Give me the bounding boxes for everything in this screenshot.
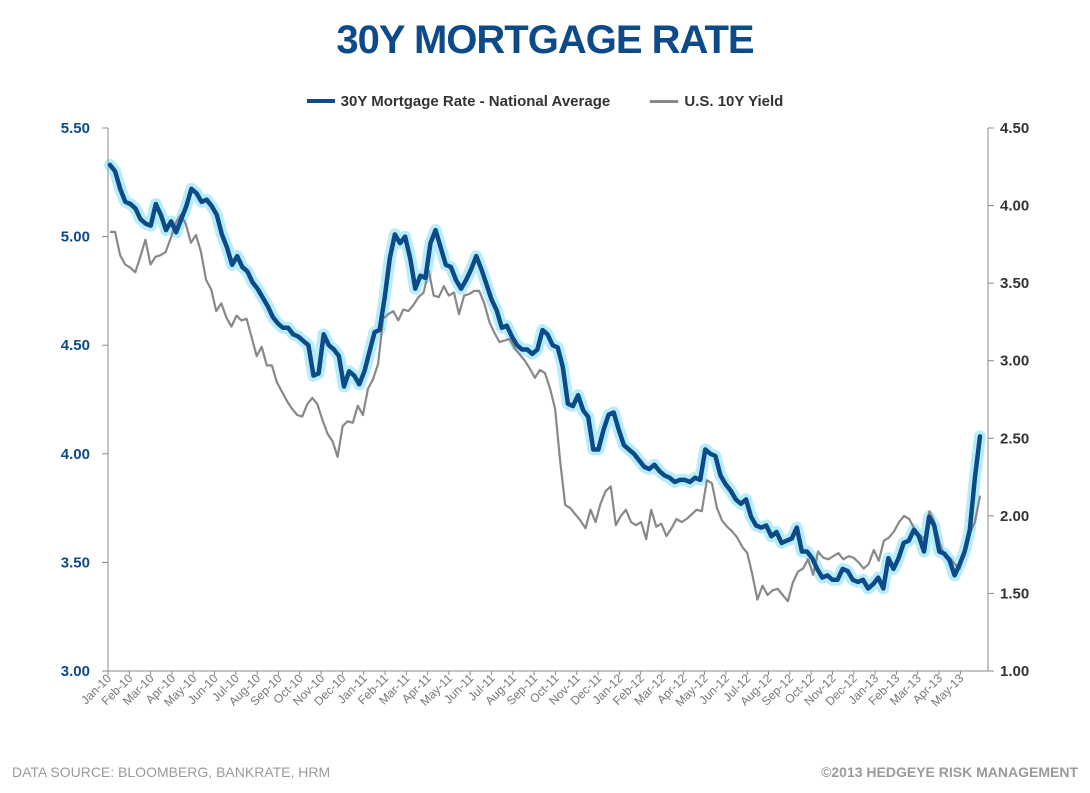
right-tick-label: 2.00 (1000, 508, 1029, 525)
left-tick-label: 5.00 (61, 229, 90, 246)
series-mortgage-glow (104, 158, 986, 595)
left-tick-label: 5.50 (61, 120, 90, 137)
legend-label-mortgage: 30Y Mortgage Rate - National Average (340, 92, 611, 110)
right-tick-label: 4.00 (1000, 198, 1029, 215)
data-source-note: DATA SOURCE: BLOOMBERG, BANKRATE, HRM (12, 764, 331, 780)
legend-swatch-yield (650, 100, 679, 103)
series-layer (104, 158, 986, 603)
legend: 30Y Mortgage Rate - National Average U.S… (0, 90, 1090, 110)
left-tick-label: 3.50 (61, 554, 90, 571)
right-tick-label: 1.00 (1000, 663, 1029, 680)
right-tick-label: 4.50 (1000, 120, 1029, 137)
left-tick-label: 4.00 (61, 446, 90, 463)
right-tick-label: 2.50 (1000, 430, 1029, 447)
axes-group (107, 128, 989, 672)
series-10y-yield-line (110, 213, 982, 603)
legend-item-mortgage: 30Y Mortgage Rate - National Average (306, 92, 611, 110)
series-mortgage-rate-line (107, 162, 983, 591)
left-tick-label: 4.50 (61, 337, 90, 354)
right-tick-label: 1.50 (1000, 585, 1029, 602)
legend-item-yield: U.S. 10Y Yield (650, 93, 783, 110)
copyright-note: ©2013 HEDGEYE RISK MANAGEMENT (821, 764, 1078, 780)
chart-plot: 3.00 3.50 4.00 4.50 5.00 5.50 1.00 1.50 2.00 2.50… (61, 120, 1029, 709)
legend-label-yield: U.S. 10Y Yield (684, 93, 784, 110)
legend-swatch-mortgage (306, 99, 335, 103)
right-tick-label: 3.00 (1000, 353, 1029, 370)
right-tick-label: 3.50 (1000, 275, 1029, 292)
chart-title: 30Y MORTGAGE RATE (336, 18, 754, 62)
left-tick-label: 3.00 (61, 663, 90, 680)
